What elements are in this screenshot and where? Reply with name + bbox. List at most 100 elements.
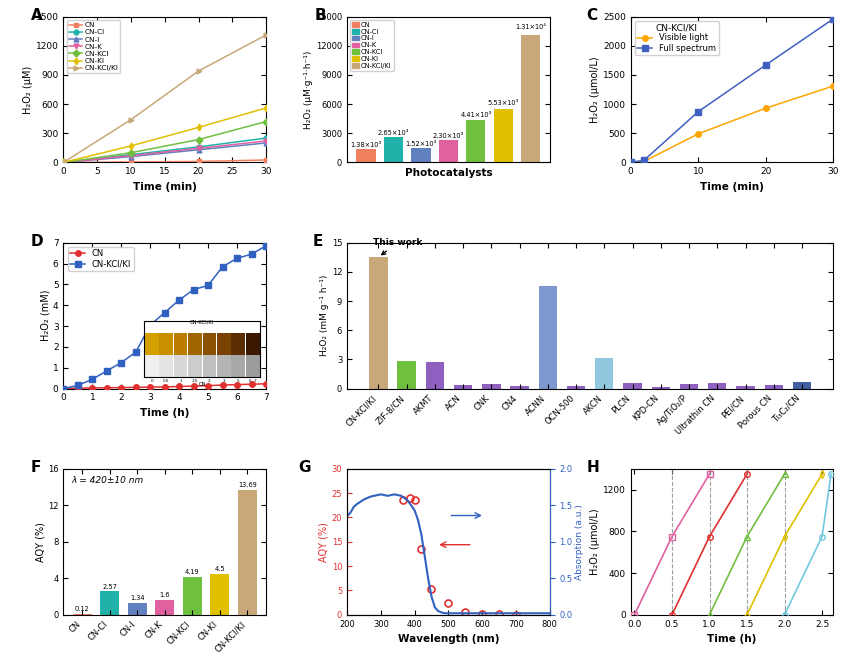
- Text: 2.57: 2.57: [102, 584, 118, 590]
- Line: CN-Cl: CN-Cl: [61, 136, 268, 165]
- Bar: [521, 35, 541, 163]
- CN-I: [261, 139, 271, 147]
- X-axis label: Wavelength (nm): Wavelength (nm): [398, 634, 499, 644]
- CN: [194, 157, 204, 165]
- X-axis label: Time (h): Time (h): [140, 408, 190, 418]
- Bar: [73, 613, 92, 615]
- CN-I: [126, 153, 136, 161]
- Text: This work: This work: [373, 237, 423, 254]
- Visible light: [626, 159, 636, 167]
- Y-axis label: H₂O₂ (μM): H₂O₂ (μM): [23, 65, 33, 114]
- CN-KCl/KI: [189, 286, 199, 293]
- Text: 2.65×10³: 2.65×10³: [377, 130, 409, 136]
- Bar: [398, 362, 415, 389]
- CN: [174, 383, 184, 391]
- CN-KCl: [194, 136, 204, 143]
- X-axis label: Time (min): Time (min): [700, 182, 764, 192]
- CN-K: [58, 159, 69, 167]
- CN-KCl/KI: [58, 385, 69, 393]
- Bar: [567, 386, 585, 389]
- Text: 0.12: 0.12: [75, 606, 90, 612]
- CN-I: [194, 146, 204, 154]
- CN: [102, 384, 112, 392]
- Line: Full spectrum: Full spectrum: [628, 16, 836, 165]
- X-axis label: Time (min): Time (min): [133, 182, 196, 192]
- CN-K: [194, 144, 204, 152]
- Bar: [439, 140, 458, 163]
- CN-KCl: [126, 149, 136, 157]
- Line: CN-K: CN-K: [61, 139, 268, 165]
- X-axis label: Photocatalysts: Photocatalysts: [404, 168, 492, 178]
- Y-axis label: H₂O₂ (μmol/L): H₂O₂ (μmol/L): [591, 508, 600, 575]
- CN: [146, 383, 156, 391]
- Y-axis label: H₂O₂ (mM g⁻¹ h⁻¹): H₂O₂ (mM g⁻¹ h⁻¹): [320, 275, 329, 356]
- Text: 1.31×10⁴: 1.31×10⁴: [515, 24, 547, 30]
- CN-Cl: [194, 143, 204, 151]
- Bar: [651, 387, 670, 389]
- CN-KCl/KI: [174, 296, 184, 304]
- CN-KCl: [261, 118, 271, 126]
- Bar: [539, 286, 557, 389]
- CN: [58, 159, 69, 167]
- Y-axis label: H₂O₂ (mM): H₂O₂ (mM): [40, 290, 50, 341]
- Full spectrum: [828, 15, 838, 23]
- CN-I: [58, 159, 69, 167]
- CN-K: [261, 137, 271, 145]
- Bar: [494, 108, 513, 163]
- Bar: [482, 384, 501, 389]
- CN: [116, 383, 126, 391]
- Visible light: [693, 130, 703, 137]
- CN: [73, 384, 83, 392]
- CN-Cl: [261, 134, 271, 142]
- Text: 2.30×10³: 2.30×10³: [433, 134, 464, 139]
- Bar: [411, 147, 431, 163]
- Bar: [369, 257, 387, 389]
- Line: CN: CN: [61, 157, 268, 165]
- CN: [232, 381, 242, 389]
- Bar: [183, 576, 202, 615]
- CN-KCl/KI: [146, 321, 156, 329]
- Text: 1.34: 1.34: [130, 595, 145, 601]
- Text: C: C: [586, 8, 597, 22]
- Bar: [210, 574, 229, 615]
- CN-KCl/KI: [116, 358, 126, 366]
- Text: F: F: [31, 460, 41, 475]
- CN-KCl/KI: [73, 381, 83, 389]
- Bar: [128, 603, 147, 615]
- CN-KI: [194, 124, 204, 132]
- Bar: [454, 385, 472, 389]
- CN-KI: [58, 159, 69, 167]
- Text: 13.69: 13.69: [238, 483, 256, 488]
- Bar: [765, 385, 783, 389]
- Text: 4.5: 4.5: [214, 566, 225, 572]
- Full spectrum: [639, 156, 649, 164]
- Full spectrum: [693, 108, 703, 116]
- Bar: [510, 386, 529, 389]
- X-axis label: Time (h): Time (h): [707, 634, 756, 644]
- Text: 1.6: 1.6: [160, 592, 170, 598]
- Line: CN-KCl/KI: CN-KCl/KI: [61, 243, 269, 391]
- CN-K: [126, 151, 136, 159]
- CN: [189, 382, 199, 390]
- Bar: [708, 383, 727, 389]
- Text: 1.52×10³: 1.52×10³: [405, 141, 437, 147]
- Line: CN: CN: [61, 381, 269, 391]
- CN-KCl/KI: [203, 282, 213, 290]
- Bar: [356, 149, 376, 163]
- CN: [126, 158, 136, 166]
- Line: CN-KCl/KI: CN-KCl/KI: [61, 32, 268, 165]
- CN-KCl/KI: [87, 375, 97, 383]
- CN-KCl/KI: [160, 309, 170, 317]
- Line: CN-KCl: CN-KCl: [61, 119, 268, 165]
- CN: [261, 156, 271, 164]
- CN-KCl/KI: [217, 262, 228, 270]
- CN-KCl/KI: [126, 116, 136, 124]
- Text: 4.41×10³: 4.41×10³: [460, 112, 492, 118]
- Text: G: G: [299, 460, 311, 475]
- CN: [246, 380, 256, 388]
- CN-KCl/KI: [194, 67, 204, 75]
- Y-axis label: Absorption (a.u.): Absorption (a.u.): [575, 504, 585, 580]
- Text: D: D: [31, 234, 44, 249]
- CN-KCl/KI: [131, 348, 141, 356]
- Text: 4.19: 4.19: [185, 569, 200, 575]
